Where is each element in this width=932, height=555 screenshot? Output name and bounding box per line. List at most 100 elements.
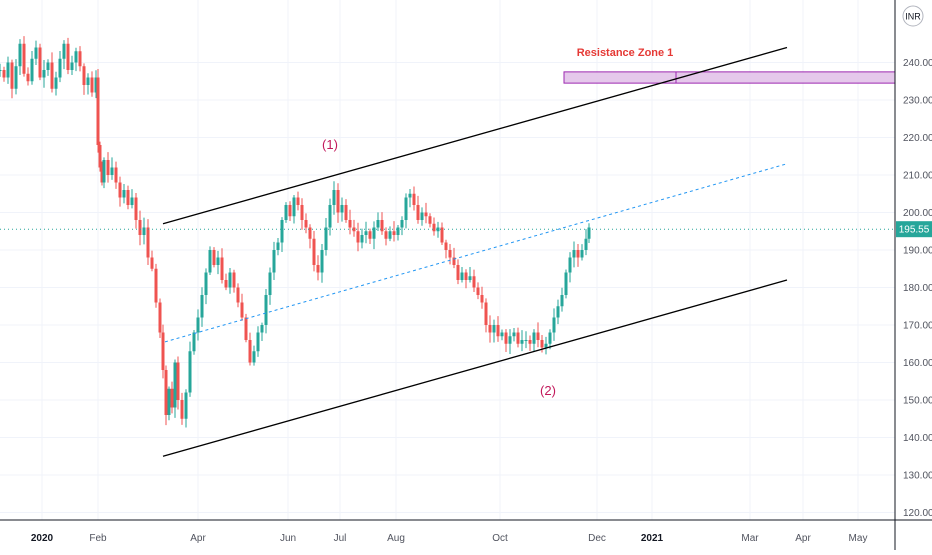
candle-body — [66, 43, 70, 70]
candle-body — [316, 265, 320, 273]
candle-body — [216, 257, 220, 265]
candle-body — [180, 400, 184, 419]
x-tick-label: Jun — [280, 533, 296, 544]
candle-body — [352, 227, 356, 232]
candle-body — [344, 205, 348, 220]
candle-body — [388, 231, 392, 239]
candle-body — [540, 340, 544, 348]
candle-body — [100, 167, 104, 183]
candle-body — [504, 332, 508, 344]
y-tick-label: 200.00 — [903, 208, 932, 219]
candle-body — [508, 336, 512, 344]
candle-body — [96, 77, 100, 145]
candle-body — [560, 295, 564, 307]
candle-body — [256, 332, 260, 352]
x-tick-label: Apr — [795, 533, 811, 544]
y-tick-label: 120.00 — [903, 508, 932, 519]
candle-body — [420, 212, 424, 220]
annotations: (1) (2) — [322, 137, 556, 398]
candle-body — [356, 231, 360, 243]
candle-body — [252, 351, 256, 363]
candle-body — [74, 51, 78, 63]
candle-body — [472, 276, 476, 288]
candle-body — [552, 317, 556, 333]
candle-body — [18, 43, 22, 67]
candle-body — [264, 295, 268, 325]
candle-body — [114, 167, 118, 183]
candle-body — [192, 332, 196, 352]
x-tick-label: 2021 — [641, 533, 664, 544]
candle-body — [340, 205, 344, 213]
grid-lines — [0, 0, 895, 520]
candle-body — [142, 227, 146, 235]
candle-body — [122, 190, 126, 198]
candle-body — [164, 370, 168, 415]
candle-body — [110, 167, 114, 175]
y-tick-label: 240.00 — [903, 58, 932, 69]
candle-body — [200, 295, 204, 318]
candle-body — [292, 197, 296, 217]
candle-body — [86, 77, 90, 85]
resistance-zone-box — [563, 71, 896, 84]
candle-body — [456, 265, 460, 280]
candle-body — [448, 250, 452, 258]
x-tick-label: Feb — [89, 533, 107, 544]
candlestick-series — [0, 36, 591, 428]
y-tick-label: 160.00 — [903, 358, 932, 369]
x-tick-label: 2020 — [31, 533, 54, 544]
candle-body — [444, 242, 448, 250]
candle-body — [484, 302, 488, 325]
candle-body — [188, 351, 192, 393]
candle-body — [280, 220, 284, 243]
candle-body — [94, 77, 98, 93]
candle-body — [376, 220, 380, 228]
candle-body — [248, 340, 252, 363]
candle-body — [372, 227, 376, 239]
candle-body — [176, 362, 180, 400]
candle-body — [324, 227, 328, 250]
candle-body — [548, 332, 552, 344]
candle-body — [348, 220, 352, 228]
candle-body — [428, 216, 432, 224]
y-tick-label: 130.00 — [903, 471, 932, 482]
candle-body — [170, 388, 174, 408]
candle-body — [436, 227, 440, 232]
candle-body — [38, 47, 42, 78]
candle-body — [308, 227, 312, 239]
candle-body — [42, 70, 46, 78]
candle-body — [268, 272, 272, 295]
x-tick-label: Aug — [387, 533, 405, 544]
channel-upper-line — [162, 46, 788, 225]
candle-body — [392, 231, 396, 235]
candle-body — [62, 43, 66, 59]
channel-mid-line — [164, 163, 788, 343]
candle-body — [476, 287, 480, 295]
candle-body — [380, 220, 384, 232]
candle-body — [146, 227, 150, 258]
candle-body — [336, 190, 340, 213]
candle-body — [452, 257, 456, 265]
candle-body — [536, 332, 540, 340]
candle-body — [576, 250, 580, 258]
candle-body — [240, 302, 244, 318]
candle-body — [587, 227, 591, 239]
candle-body — [70, 62, 74, 70]
candle-body — [272, 250, 276, 273]
wave-2-label: (2) — [540, 383, 556, 398]
candle-body — [22, 43, 26, 74]
candle-body — [138, 220, 142, 235]
candle-body — [424, 212, 428, 217]
y-tick-label: 230.00 — [903, 96, 932, 107]
last-price-label: 195.55 — [899, 225, 930, 236]
candle-body — [408, 193, 412, 198]
candle-body — [580, 250, 584, 258]
candle-body — [224, 280, 228, 288]
candle-body — [161, 332, 165, 370]
currency-badge[interactable] — [902, 5, 924, 27]
candle-body — [364, 231, 368, 235]
candle-body — [196, 317, 200, 333]
candle-body — [556, 306, 560, 318]
candle-body — [516, 332, 520, 344]
